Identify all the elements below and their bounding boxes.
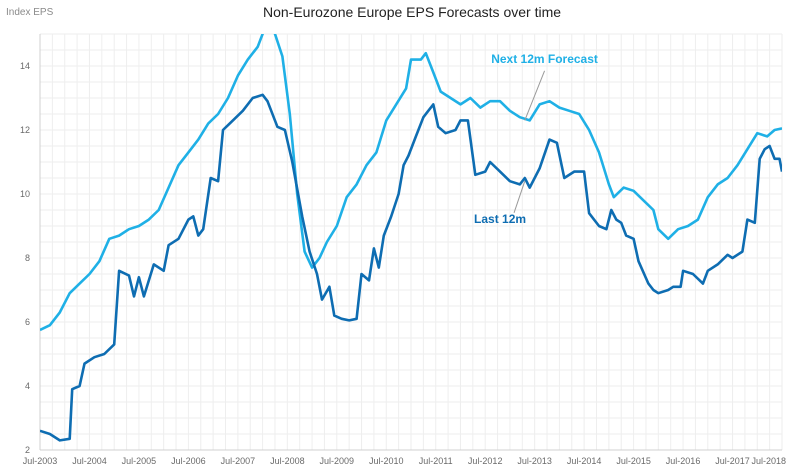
- series-lines: [40, 34, 782, 442]
- y-tick-labels: 2 4 6 8 10 12 14: [20, 61, 30, 455]
- x-tick-label: Jul-2007: [221, 456, 256, 466]
- x-tick-label: Jul-2017: [715, 456, 750, 466]
- x-tick-label: Jul-2011: [419, 456, 453, 466]
- series-line-1: [40, 93, 782, 442]
- x-tick-label: Jul-2014: [567, 456, 602, 466]
- y-tick-label: 10: [20, 189, 30, 199]
- y-tick-label: 2: [25, 445, 30, 455]
- x-tick-label: Jul-2010: [369, 456, 404, 466]
- x-tick-label: Jul-2018: [751, 456, 786, 466]
- y-tick-label: 8: [25, 253, 30, 263]
- annotation-leader-1: [513, 181, 526, 213]
- x-tick-label: Jul-2006: [171, 456, 206, 466]
- x-tick-label: Jul-2012: [468, 456, 503, 466]
- x-tick-label: Jul-2004: [72, 456, 107, 466]
- y-tick-label: 4: [25, 381, 30, 391]
- x-tick-label: Jul-2005: [122, 456, 157, 466]
- x-tick-label: Jul-2013: [517, 456, 552, 466]
- annotation-label-1: Last 12m: [474, 212, 526, 226]
- x-tick-label: Jul-2003: [23, 456, 58, 466]
- y-tick-label: 12: [20, 125, 30, 135]
- chart-title: Non-Eurozone Europe EPS Forecasts over t…: [263, 4, 561, 20]
- series-line-0: [40, 34, 782, 332]
- grid: [39, 33, 783, 451]
- y-tick-label: 6: [25, 317, 30, 327]
- annotation-label-0: Next 12m Forecast: [491, 52, 598, 66]
- x-tick-label: Jul-2008: [270, 456, 305, 466]
- y-tick-label: 14: [20, 61, 30, 71]
- x-tick-label: Jul-2016: [666, 456, 701, 466]
- x-tick-label: Jul-2009: [320, 456, 355, 466]
- y-axis-label: Index EPS: [6, 7, 54, 18]
- x-tick-labels: Jul-2003 Jul-2004 Jul-2005 Jul-2006 Jul-2007…: [23, 456, 786, 466]
- annotations: Next 12m Forecast Last 12m: [474, 52, 598, 226]
- x-tick-label: Jul-2015: [616, 456, 651, 466]
- annotation-leader-0: [524, 70, 546, 121]
